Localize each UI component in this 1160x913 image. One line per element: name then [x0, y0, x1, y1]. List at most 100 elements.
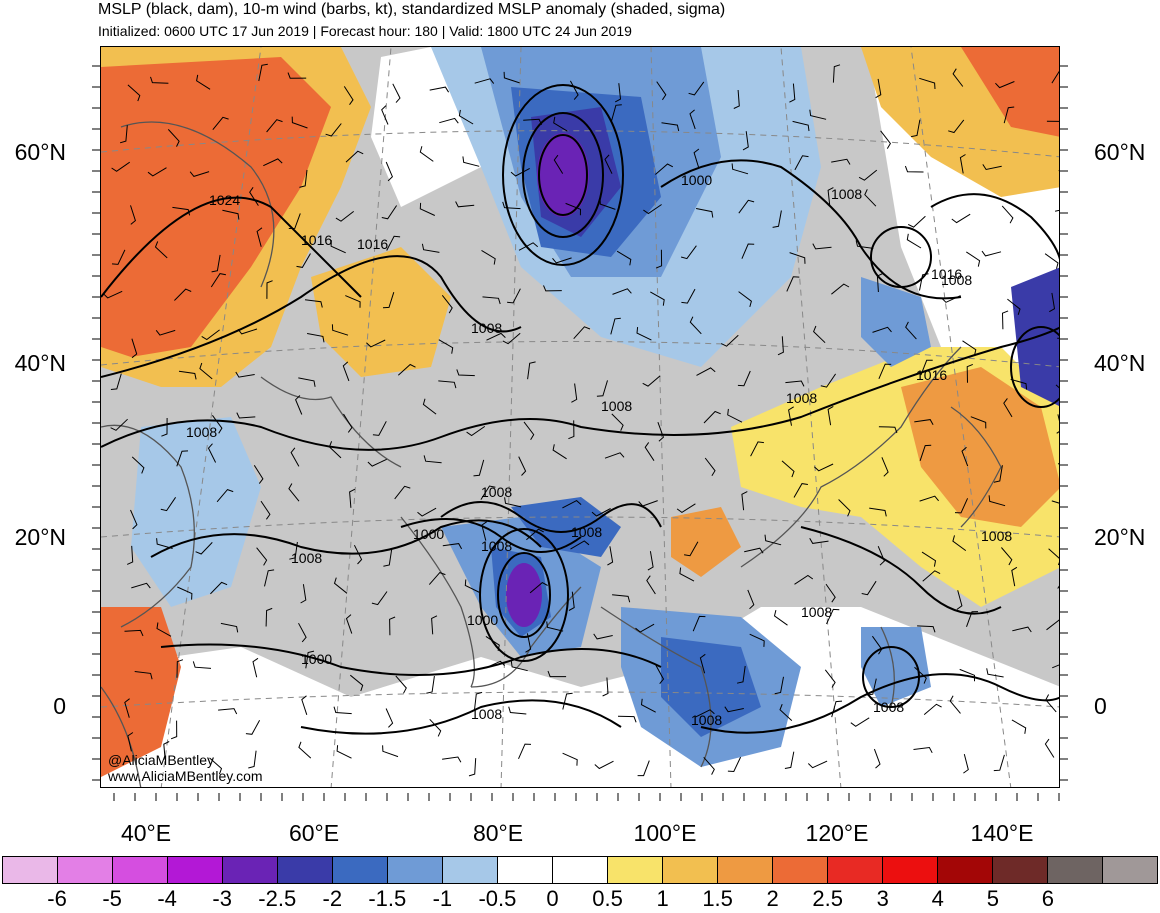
colorbar-label: 0: [546, 886, 559, 911]
colorbar-label: 0.5: [592, 886, 623, 911]
wind-barb: [382, 292, 395, 309]
wind-barb: [650, 291, 665, 306]
wind-barb: [869, 507, 887, 517]
wind-barb: [781, 460, 795, 478]
wind-barb: [426, 676, 435, 694]
wind-barb: [655, 664, 665, 685]
wind-barb: [604, 154, 613, 174]
wind-barb: [919, 495, 939, 502]
wind-barb: [676, 503, 696, 514]
wind-barb: [696, 367, 716, 376]
wind-barb: [612, 288, 632, 295]
wind-barb: [299, 169, 308, 188]
wind-barb: [1003, 398, 1013, 418]
wind-barb: [176, 659, 184, 678]
wind-barb: [134, 671, 153, 680]
isobar-label: 1024: [209, 192, 240, 208]
wind-barb: [873, 748, 881, 769]
wind-barb: [207, 443, 217, 463]
wind-barb: [291, 116, 308, 129]
wind-barb: [192, 661, 212, 669]
isobar-label: 1008: [481, 484, 512, 500]
wind-barb: [661, 122, 680, 132]
wind-barb: [473, 459, 485, 477]
colorbar-label: 3: [876, 886, 889, 911]
wind-barb: [543, 285, 562, 292]
wind-barb: [861, 580, 877, 596]
wind-barb: [772, 210, 782, 228]
wind-barb: [917, 625, 936, 633]
wind-barb: [386, 235, 401, 251]
wind-barb: [638, 500, 658, 507]
wind-barb: [952, 535, 967, 552]
wind-barb: [568, 420, 575, 440]
wind-barb: [831, 158, 851, 165]
wind-barb: [147, 167, 167, 177]
wind-barb: [809, 537, 829, 544]
wind-barb: [920, 359, 933, 376]
colorbar-swatch: [333, 857, 388, 883]
cool-area-arabia: [131, 417, 261, 607]
wind-barb: [792, 120, 810, 132]
wind-barb: [130, 205, 136, 225]
wind-barb: [419, 202, 436, 216]
wind-barb: [820, 373, 837, 388]
wind-barb: [793, 483, 808, 498]
wind-barb: [1001, 310, 1009, 330]
wind-barb: [248, 750, 257, 769]
lat-label-0-left: 0: [53, 693, 66, 719]
wind-barb: [784, 751, 795, 769]
wind-barb: [764, 534, 782, 546]
wind-barb: [462, 156, 480, 167]
wind-barb: [150, 76, 169, 84]
wind-barb: [703, 756, 715, 775]
wind-barb: [688, 81, 705, 96]
wind-barb: [298, 377, 316, 387]
wind-barb: [611, 413, 624, 431]
wind-barb: [189, 171, 210, 177]
wind-barb: [553, 116, 568, 132]
colorbar-swatch: [58, 857, 113, 883]
wind-barb: [508, 706, 527, 715]
wind-barb: [741, 243, 755, 259]
wind-barb: [827, 405, 834, 426]
colorbar-swatch: [388, 857, 443, 883]
wind-barb: [812, 243, 832, 250]
wind-barb: [731, 163, 749, 175]
wind-barb: [904, 165, 924, 173]
cool-center-siberia: [537, 133, 589, 217]
wind-barb: [741, 491, 748, 511]
wind-barb: [914, 666, 927, 684]
wind-barb: [568, 591, 575, 611]
wind-barb: [305, 650, 315, 669]
wind-barb: [126, 545, 134, 565]
wind-barb: [614, 83, 622, 103]
wind-barb: [961, 446, 969, 467]
wind-barb: [422, 398, 437, 415]
wind-barb: [970, 416, 987, 429]
wind-barb: [438, 339, 454, 354]
wind-barb: [696, 208, 714, 218]
wind-barb: [441, 294, 453, 314]
wind-barb: [438, 380, 457, 389]
wind-barb: [349, 488, 356, 508]
wind-barb: [959, 154, 966, 174]
wind-barb: [951, 213, 971, 224]
colorbar-label: 1.5: [702, 886, 733, 911]
wind-barb: [733, 89, 740, 109]
wind-barb: [905, 321, 917, 340]
wind-barb: [507, 288, 521, 304]
wind-barb: [813, 325, 826, 344]
wind-barb: [333, 706, 352, 715]
wind-barb: [646, 575, 656, 595]
wind-barb: [1011, 566, 1018, 587]
wind-barb: [699, 653, 706, 674]
wind-barb: [704, 457, 716, 477]
wind-barb: [385, 708, 394, 728]
wind-barb: [110, 373, 122, 390]
wind-barb: [263, 158, 283, 167]
colorbar-label: -2.5: [258, 886, 297, 911]
wind-barb: [866, 678, 877, 696]
colorbar-label: -6: [47, 886, 67, 911]
colorbar-swatch: [773, 857, 828, 883]
